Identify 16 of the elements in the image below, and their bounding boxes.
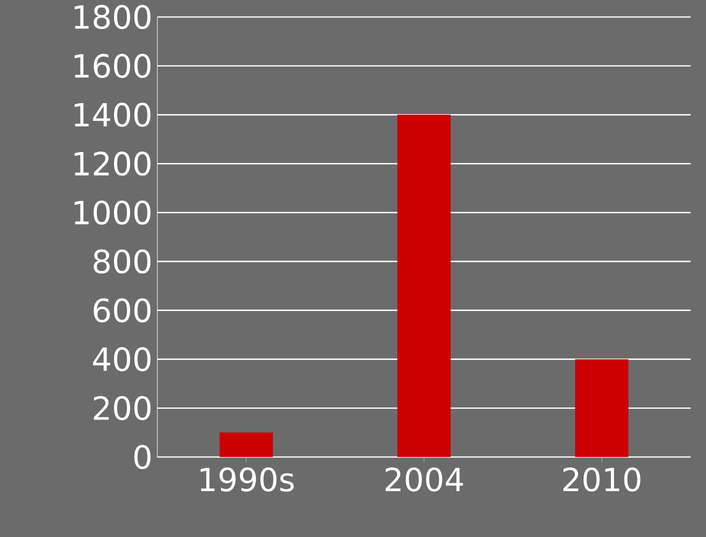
y-tick-label: 0 — [134, 444, 150, 470]
y-tick-label: 1400 — [74, 102, 150, 127]
y-tick-label: 1000 — [74, 200, 150, 225]
y-tick-label: 800 — [94, 249, 150, 274]
bar — [220, 432, 273, 457]
x-tick-label: 1990s — [200, 467, 294, 492]
y-tick-label: 200 — [94, 396, 150, 420]
y-tick-label: 1800 — [74, 4, 150, 30]
x-tick-label: 2010 — [563, 467, 640, 492]
y-tick-label: 600 — [94, 298, 150, 322]
x-tick-label: 2004 — [386, 467, 463, 492]
bar — [397, 114, 451, 457]
y-tick-label: 1600 — [74, 54, 150, 78]
y-tick-label: 400 — [93, 347, 150, 372]
bar — [575, 359, 628, 457]
y-tick-label: 1200 — [74, 152, 150, 176]
